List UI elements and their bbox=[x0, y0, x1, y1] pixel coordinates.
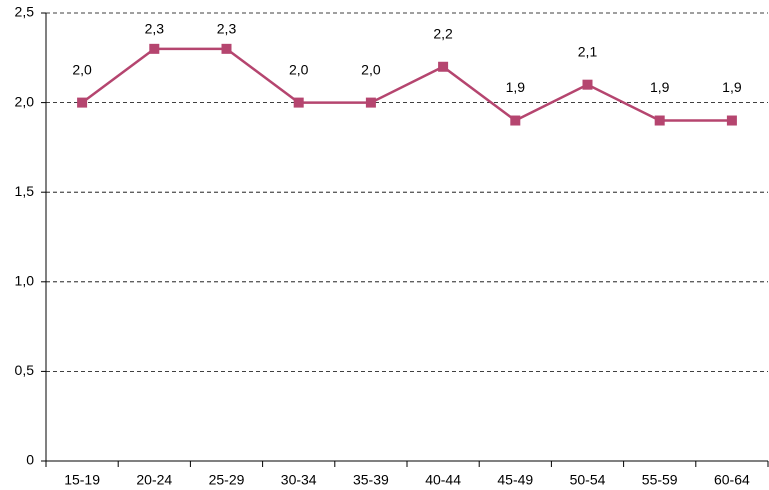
data-label: 1,9 bbox=[722, 79, 742, 95]
data-point bbox=[582, 79, 593, 90]
x-tick-label: 20-24 bbox=[136, 472, 172, 488]
data-label: 2,0 bbox=[289, 61, 309, 77]
data-label: 2,1 bbox=[578, 43, 598, 59]
data-point bbox=[726, 115, 737, 126]
x-tick-label: 55-59 bbox=[642, 472, 678, 488]
y-tick-label: 2,0 bbox=[15, 93, 35, 109]
data-label: 1,9 bbox=[506, 79, 526, 95]
data-label: 2,0 bbox=[361, 61, 381, 77]
data-point bbox=[221, 43, 232, 54]
data-point bbox=[365, 97, 376, 108]
y-tick-label: 0 bbox=[26, 452, 34, 468]
x-tick-label: 45-49 bbox=[497, 472, 533, 488]
x-tick-label: 60-64 bbox=[714, 472, 750, 488]
data-label: 2,0 bbox=[72, 61, 92, 77]
y-tick-label: 0,5 bbox=[15, 362, 35, 378]
x-tick-label: 15-19 bbox=[64, 472, 100, 488]
data-point bbox=[149, 43, 160, 54]
data-point bbox=[438, 61, 449, 72]
data-label: 2,3 bbox=[145, 21, 165, 37]
data-label: 1,9 bbox=[650, 79, 670, 95]
y-tick-label: 1,5 bbox=[15, 183, 35, 199]
data-label: 2,2 bbox=[433, 25, 453, 41]
y-tick-label: 2,5 bbox=[15, 4, 35, 20]
data-point bbox=[654, 115, 665, 126]
x-tick-label: 35-39 bbox=[353, 472, 389, 488]
x-tick-label: 50-54 bbox=[570, 472, 606, 488]
data-point bbox=[510, 115, 521, 126]
series-line bbox=[81, 47, 732, 122]
data-point bbox=[293, 97, 304, 108]
data-label: 2,3 bbox=[217, 21, 237, 37]
x-tick-label: 25-29 bbox=[209, 472, 245, 488]
x-tick-label: 30-34 bbox=[281, 472, 317, 488]
x-tick-label: 40-44 bbox=[425, 472, 461, 488]
y-tick-label: 1,0 bbox=[15, 273, 35, 289]
data-point bbox=[77, 97, 88, 108]
